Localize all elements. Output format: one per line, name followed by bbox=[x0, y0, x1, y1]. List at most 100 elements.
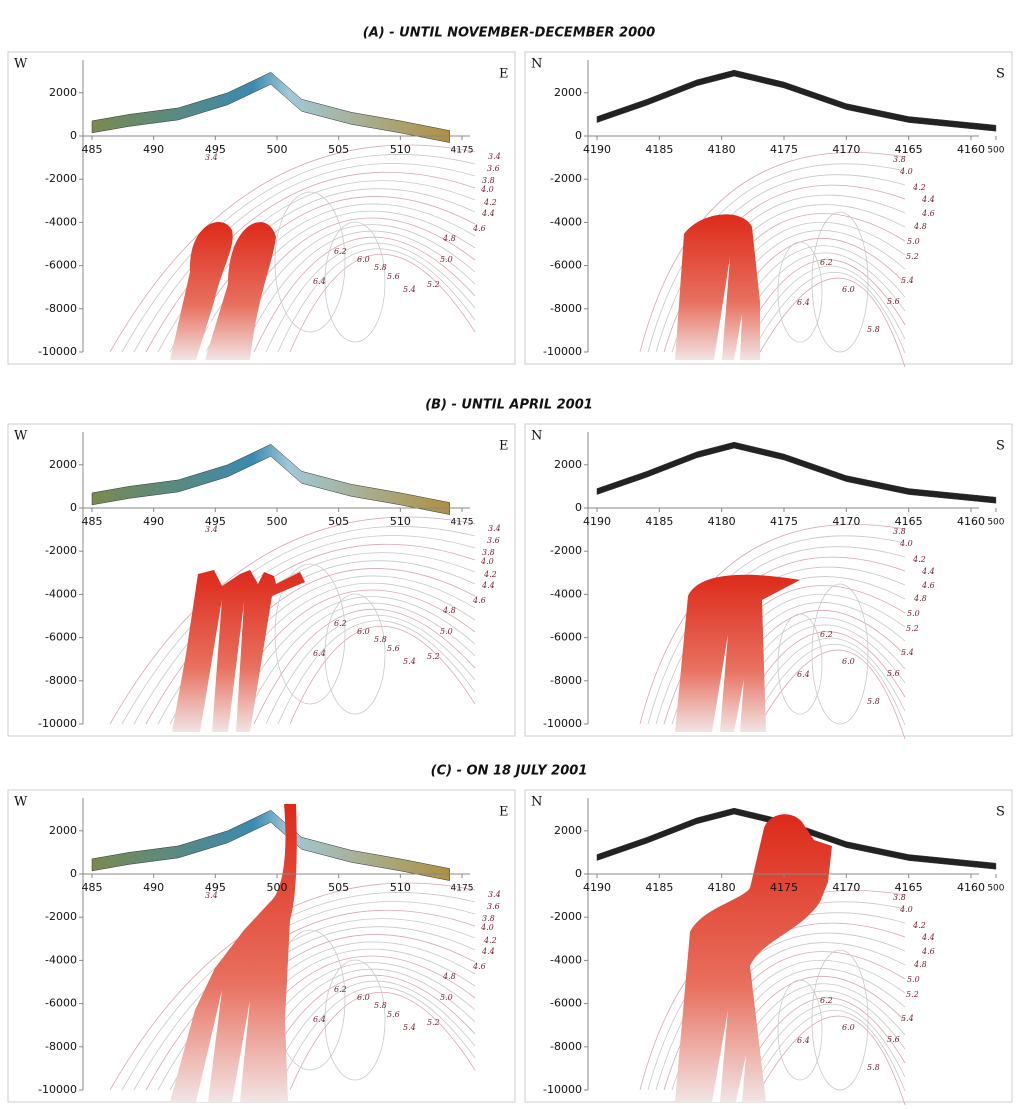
contour bbox=[811, 211, 869, 353]
panel-frame bbox=[524, 789, 1013, 1103]
contour-label: 4.4 bbox=[921, 195, 935, 204]
contour-label: 5.8 bbox=[374, 1001, 387, 1010]
magma-gap bbox=[200, 599, 222, 732]
y-tick-label: -6000 bbox=[45, 631, 77, 644]
corner-label: W bbox=[14, 429, 28, 444]
corner-label: E bbox=[499, 67, 509, 82]
contour-label: 4.0 bbox=[480, 557, 494, 566]
x-tick-label: 4175 bbox=[770, 881, 798, 894]
x-tick-label: 495 bbox=[205, 881, 226, 894]
panel-frame bbox=[7, 51, 516, 365]
contour bbox=[274, 191, 346, 333]
magma-gap bbox=[232, 1000, 250, 1102]
y-tick-label: -2000 bbox=[550, 910, 582, 923]
x-tick-label: 4165 bbox=[895, 881, 923, 894]
corner-label: N bbox=[531, 429, 542, 444]
contour-label: 5.0 bbox=[907, 609, 920, 618]
x-tick-label: 4170 bbox=[832, 515, 860, 528]
y-tick-label: 0 bbox=[575, 129, 582, 142]
y-tick-label: -10000 bbox=[543, 345, 582, 358]
magma-gap bbox=[712, 1010, 728, 1102]
contour-label: 6.2 bbox=[334, 985, 347, 994]
y-tick-label: -8000 bbox=[550, 674, 582, 687]
x-tick-label: 485 bbox=[82, 143, 103, 156]
panel-frame bbox=[7, 423, 516, 737]
contour-label: 4.2 bbox=[912, 183, 926, 192]
contour-label: 3.6 bbox=[487, 536, 500, 545]
contour-label: 4.6 bbox=[921, 209, 935, 218]
x-tick-label: 500 bbox=[987, 884, 1004, 894]
y-tick-label: -4000 bbox=[550, 215, 582, 228]
contour bbox=[277, 986, 476, 1091]
contour bbox=[777, 241, 823, 343]
y-tick-label: 0 bbox=[70, 129, 77, 142]
contour bbox=[639, 152, 906, 353]
y-tick-label: 2000 bbox=[49, 86, 77, 99]
contour-label: 4.4 bbox=[481, 947, 495, 956]
y-tick-label: 2000 bbox=[554, 86, 582, 99]
contour-label: 4.4 bbox=[481, 209, 495, 218]
y-tick-label: -6000 bbox=[45, 997, 77, 1010]
corner-label: N bbox=[531, 57, 542, 72]
contour-label: 5.4 bbox=[901, 648, 914, 657]
contour bbox=[743, 1003, 906, 1091]
x-tick-label: 485 bbox=[82, 515, 103, 528]
x-tick-label: 495 bbox=[205, 143, 226, 156]
contour-label: 6.2 bbox=[820, 258, 833, 267]
x-tick-label: 4175 bbox=[770, 143, 798, 156]
contour-label: 4.2 bbox=[483, 570, 497, 579]
x-tick-label: 4180 bbox=[708, 143, 736, 156]
magma-body bbox=[675, 574, 800, 732]
contour-label: 5.6 bbox=[887, 669, 900, 678]
y-tick-label: 2000 bbox=[49, 824, 77, 837]
contour-label: 4.0 bbox=[480, 923, 494, 932]
contour bbox=[265, 242, 476, 353]
contour-label: 6.2 bbox=[820, 996, 833, 1005]
contour bbox=[133, 163, 476, 353]
x-tick-label: 4170 bbox=[832, 881, 860, 894]
x-tick-label: 4185 bbox=[645, 881, 673, 894]
contour-label: 3.4 bbox=[488, 890, 501, 899]
contour-label: 4.8 bbox=[913, 594, 927, 603]
contour bbox=[759, 649, 906, 740]
contour-label: 5.0 bbox=[907, 237, 920, 246]
y-tick-label: -6000 bbox=[550, 259, 582, 272]
contour-label: 6.0 bbox=[842, 1023, 855, 1032]
corner-label: S bbox=[996, 439, 1005, 454]
x-tick-label: 4180 bbox=[708, 515, 736, 528]
magma-gap bbox=[228, 602, 244, 732]
x-tick-label: 505 bbox=[328, 143, 349, 156]
corner-label: E bbox=[499, 439, 509, 454]
contour-label: 4.4 bbox=[921, 567, 935, 576]
contour bbox=[324, 221, 386, 343]
contour-label: 6.0 bbox=[357, 627, 370, 636]
y-tick-label: -4000 bbox=[45, 953, 77, 966]
x-tick-label: 4165 bbox=[895, 143, 923, 156]
y-tick-label: -2000 bbox=[45, 544, 77, 557]
magma-gap bbox=[734, 679, 744, 732]
contour-label: 3.4 bbox=[205, 153, 218, 162]
x-tick-label: 500 bbox=[267, 515, 288, 528]
contour-label: 5.0 bbox=[440, 993, 453, 1002]
contour-label: 5.0 bbox=[440, 255, 453, 264]
y-tick-label: -10000 bbox=[38, 717, 77, 730]
contour-label: 4.6 bbox=[472, 962, 486, 971]
contour bbox=[145, 909, 476, 1091]
corner-label: S bbox=[996, 67, 1005, 82]
magma-body bbox=[675, 214, 760, 360]
y-tick-label: 2000 bbox=[554, 458, 582, 471]
contour bbox=[145, 171, 476, 353]
contour-label: 3.4 bbox=[205, 891, 218, 900]
contour bbox=[253, 608, 476, 725]
contour bbox=[639, 524, 906, 725]
contour bbox=[655, 546, 906, 725]
x-tick-label: 490 bbox=[143, 515, 164, 528]
contour bbox=[647, 535, 906, 725]
contour-label: 5.4 bbox=[403, 285, 416, 294]
contour-label: 6.4 bbox=[313, 1015, 326, 1024]
row-title: (B) - UNTIL APRIL 2001 bbox=[425, 398, 593, 413]
x-tick-label: 4185 bbox=[645, 515, 673, 528]
contour-label: 5.0 bbox=[440, 627, 453, 636]
contour bbox=[777, 613, 823, 715]
contour-label: 4.8 bbox=[442, 234, 456, 243]
